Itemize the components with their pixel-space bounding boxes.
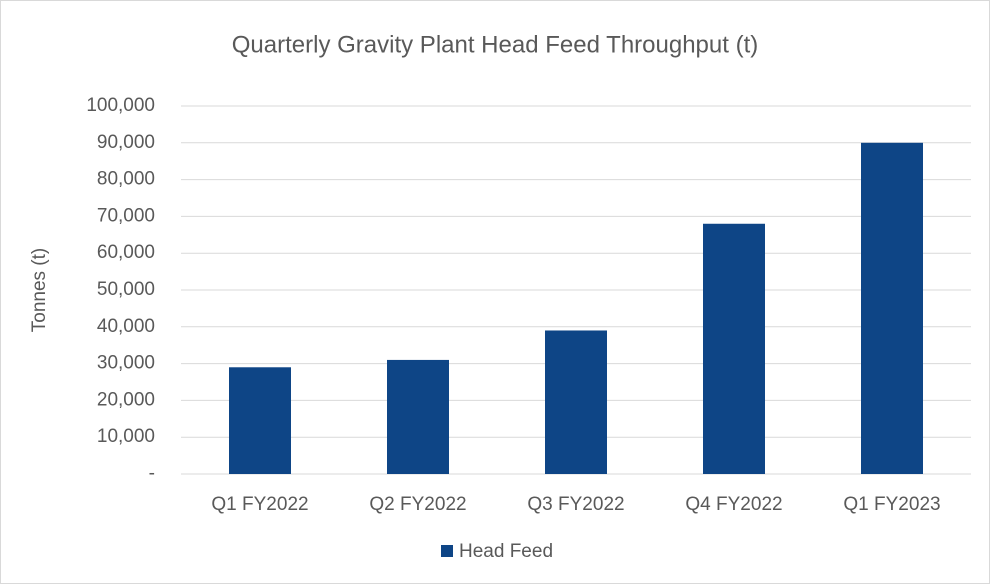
- chart-title: Quarterly Gravity Plant Head Feed Throug…: [232, 31, 758, 58]
- y-tick-label: 40,000: [97, 316, 155, 337]
- bar: [703, 223, 765, 474]
- x-tick-label: Q1 FY2023: [843, 494, 940, 515]
- bar: [229, 367, 291, 474]
- bar: [387, 359, 449, 474]
- legend-label: Head Feed: [459, 541, 553, 562]
- x-tick-label: Q4 FY2022: [685, 494, 782, 515]
- y-tick-label: 80,000: [97, 169, 155, 190]
- legend-swatch: [441, 545, 453, 557]
- y-tick-label: 30,000: [97, 353, 155, 374]
- x-tick-label: Q1 FY2022: [211, 494, 308, 515]
- y-tick-label: 60,000: [97, 242, 155, 263]
- y-axis-label: Tonnes (t): [29, 248, 50, 332]
- y-tick-label: 100,000: [86, 95, 155, 116]
- bar: [545, 330, 607, 474]
- y-tick-label: 10,000: [97, 426, 155, 447]
- y-tick-label: 90,000: [97, 132, 155, 153]
- y-tick-label: 70,000: [97, 205, 155, 226]
- y-tick-label: -: [149, 463, 155, 484]
- x-tick-label: Q2 FY2022: [369, 494, 466, 515]
- y-tick-label: 50,000: [97, 279, 155, 300]
- x-tick-label: Q3 FY2022: [527, 494, 624, 515]
- bar: [861, 142, 923, 475]
- y-tick-label: 20,000: [97, 389, 155, 410]
